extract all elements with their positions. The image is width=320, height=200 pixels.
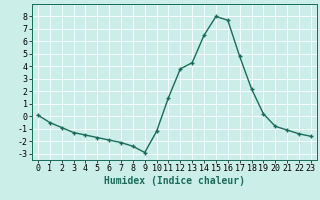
X-axis label: Humidex (Indice chaleur): Humidex (Indice chaleur) bbox=[104, 176, 245, 186]
